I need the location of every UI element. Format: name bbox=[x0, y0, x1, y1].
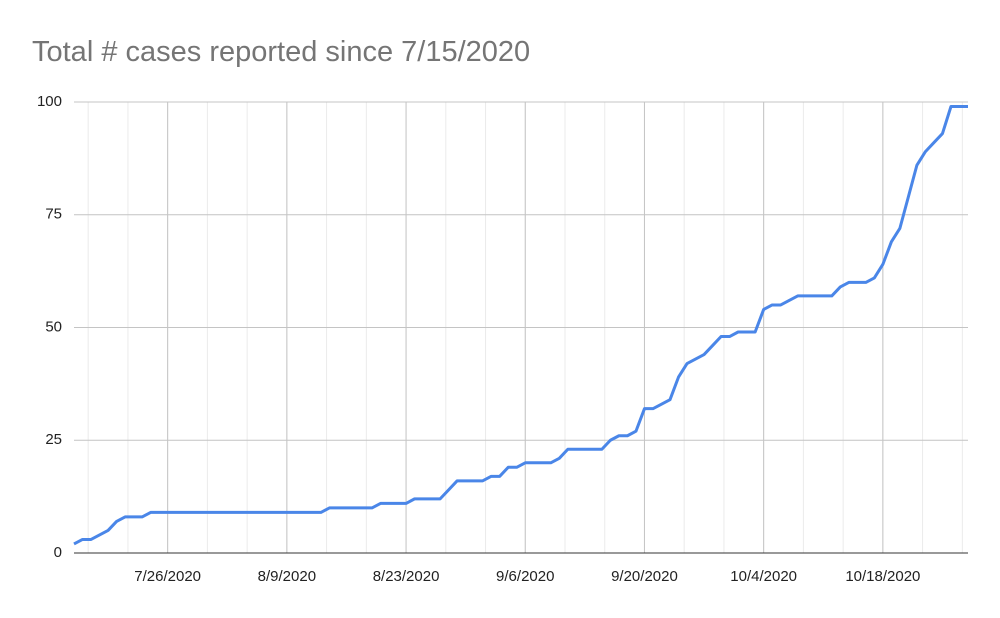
y-tick-label: 100 bbox=[37, 93, 62, 110]
x-tick-label: 8/23/2020 bbox=[373, 568, 440, 585]
x-tick-label: 7/26/2020 bbox=[134, 568, 201, 585]
x-tick-label: 9/6/2020 bbox=[496, 568, 554, 585]
y-tick-label: 0 bbox=[54, 544, 62, 561]
y-tick-label: 25 bbox=[45, 431, 62, 448]
data-line bbox=[73, 105, 968, 546]
x-tick-label: 9/20/2020 bbox=[611, 568, 678, 585]
y-tick-label: 50 bbox=[45, 318, 62, 335]
chart-title: Total # cases reported since 7/15/2020 bbox=[32, 36, 530, 68]
x-tick-label: 8/9/2020 bbox=[258, 568, 316, 585]
x-tick-label: 10/4/2020 bbox=[730, 568, 797, 585]
x-tick-label: 10/18/2020 bbox=[845, 568, 920, 585]
y-tick-label: 75 bbox=[45, 206, 62, 223]
